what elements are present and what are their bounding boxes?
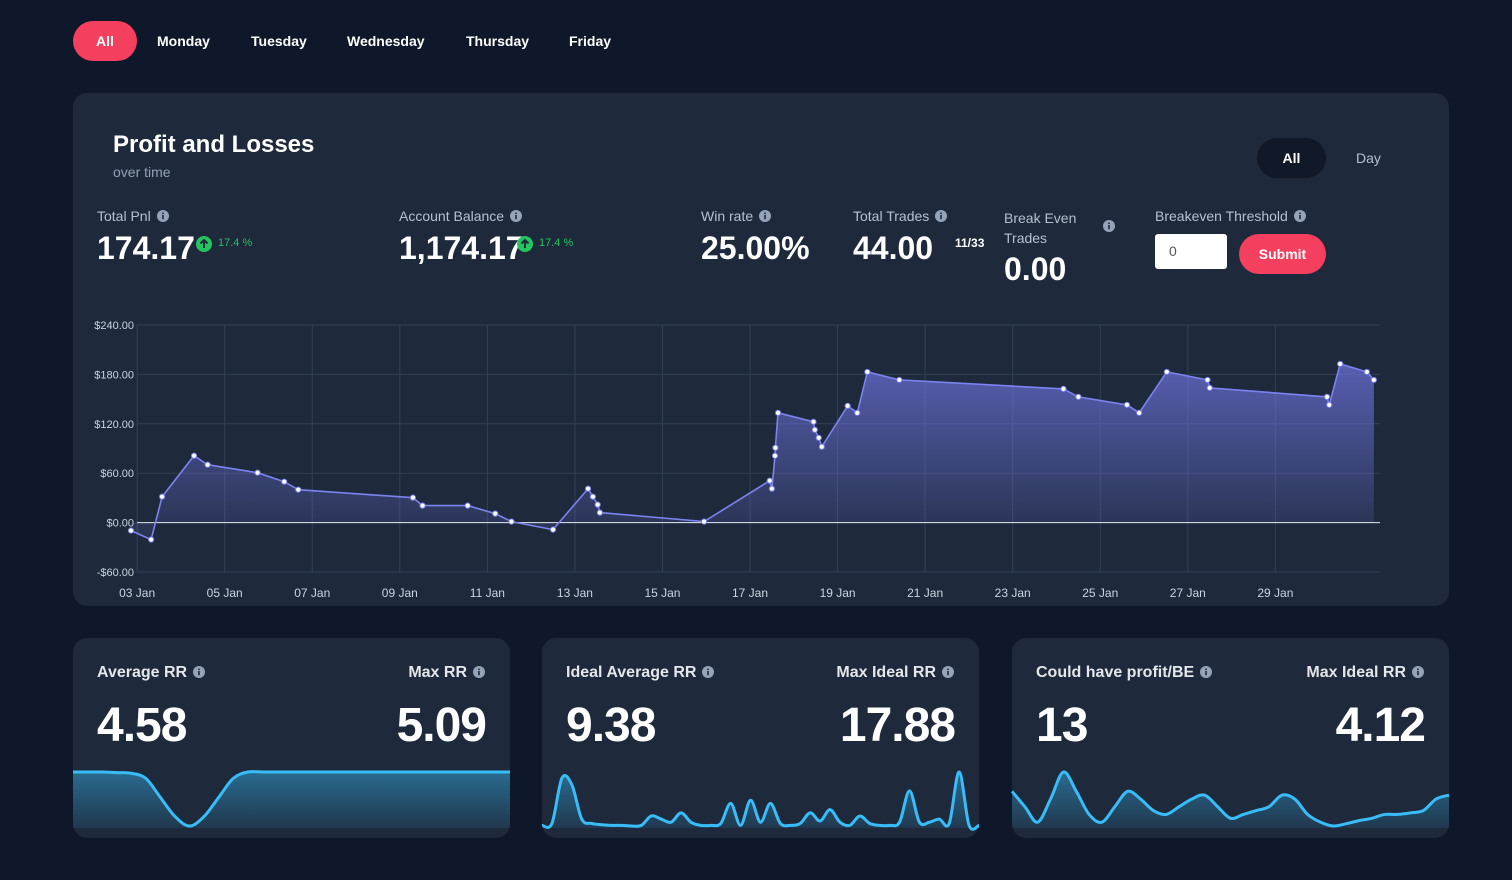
card-subtitle: over time	[113, 164, 171, 180]
stat-change: 17.4 %	[218, 237, 253, 249]
rr-value: 4.58	[97, 699, 187, 752]
info-icon[interactable]	[942, 666, 954, 678]
stat-label-text: Win rate	[701, 208, 754, 224]
info-icon[interactable]	[473, 666, 485, 678]
rr-value: 17.88	[839, 699, 956, 752]
tab[interactable]: Friday	[569, 33, 612, 49]
rr-label-text: Max Ideal RR	[1306, 664, 1406, 681]
info-icon[interactable]	[1103, 220, 1115, 232]
toggle-button[interactable]: All	[1257, 138, 1326, 178]
card-title: Profit and Losses	[113, 131, 315, 158]
stat-label: Break Even Trades	[1004, 210, 1077, 246]
stat-value: 1,174.17	[399, 230, 524, 266]
info-icon[interactable]	[510, 210, 523, 222]
stat-value: 44.00	[853, 230, 934, 266]
tab[interactable]: Wednesday	[347, 33, 425, 49]
stat-change: 17.4 %	[539, 237, 574, 249]
info-icon[interactable]	[759, 210, 772, 222]
info-icon[interactable]	[935, 210, 948, 222]
rr-value: 9.38	[566, 699, 656, 752]
rr-label-text: Could have profit/BE	[1036, 664, 1195, 681]
info-icon[interactable]	[156, 210, 169, 222]
stat-label: Account Balance	[399, 208, 523, 224]
rr-label: Max Ideal RR	[1306, 664, 1424, 682]
submit-button[interactable]: Submit	[1239, 234, 1326, 274]
toggle-button[interactable]: Day	[1356, 150, 1381, 166]
tab[interactable]: Tuesday	[251, 33, 307, 49]
stat-value: 174.17	[97, 230, 195, 266]
rr-card: Ideal Average RR Max Ideal RR 9.38 17.88	[542, 638, 979, 838]
rr-label: Max RR	[408, 664, 485, 682]
rr-value: 5.09	[396, 699, 487, 752]
tab[interactable]: Thursday	[466, 33, 530, 49]
stat-label: Win rate	[701, 208, 772, 224]
rr-label: Ideal Average RR	[566, 664, 715, 682]
stat-label: Breakeven Threshold	[1155, 208, 1306, 224]
info-icon[interactable]	[702, 666, 715, 678]
up-icon	[517, 236, 533, 252]
rr-label: Average RR	[97, 664, 206, 682]
tab[interactable]: All	[73, 21, 137, 61]
tab[interactable]: Monday	[157, 33, 210, 49]
rr-label-text: Average RR	[97, 664, 188, 681]
rr-card: Could have profit/BE Max Ideal RR 13 4.1…	[1012, 638, 1449, 838]
rr-value: 13	[1036, 699, 1088, 752]
stat-value: 25.00%	[701, 230, 810, 266]
pnl-card: Profit and Losses over time All Day Tota…	[73, 93, 1449, 606]
rr-label-text: Max Ideal RR	[836, 664, 936, 681]
rr-value: 4.12	[1335, 699, 1426, 752]
stat-label: Total Trades	[853, 208, 948, 224]
info-icon[interactable]	[1412, 666, 1424, 678]
info-icon[interactable]	[1293, 210, 1306, 222]
rr-label-text: Ideal Average RR	[566, 664, 697, 681]
stat-label: Total Pnl	[97, 208, 169, 224]
up-icon	[196, 236, 212, 252]
stat-label-text: Total Pnl	[97, 208, 151, 224]
rr-label: Max Ideal RR	[836, 664, 954, 682]
info-icon[interactable]	[1200, 666, 1213, 678]
stat-value: 0.00	[1004, 251, 1067, 287]
threshold-input[interactable]: 0	[1155, 234, 1227, 269]
rr-label: Could have profit/BE	[1036, 664, 1213, 682]
stat-detail: 11/33	[955, 236, 985, 250]
info-icon[interactable]	[193, 666, 206, 678]
stat-label-text: Account Balance	[399, 208, 505, 224]
stat-label-text: Breakeven Threshold	[1155, 208, 1288, 224]
stat-label-text: Total Trades	[853, 208, 930, 224]
rr-label-text: Max RR	[408, 664, 467, 681]
rr-card: Average RR Max RR 4.58 5.09	[73, 638, 510, 838]
